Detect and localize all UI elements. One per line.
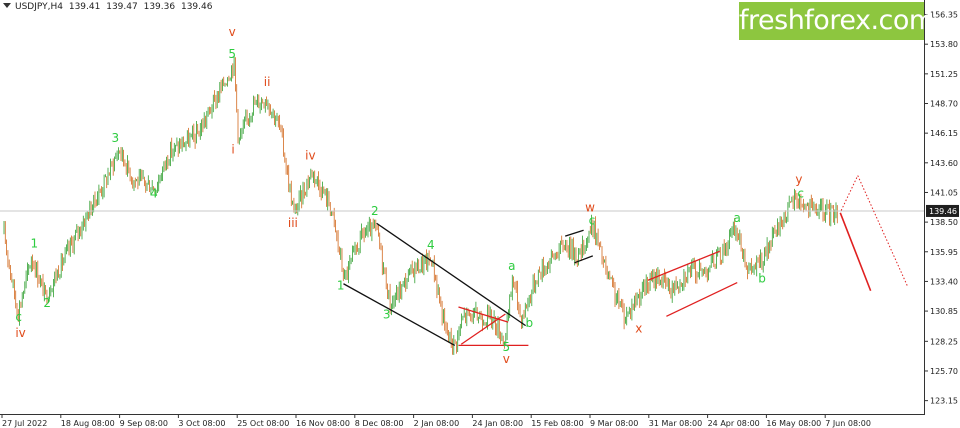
x-tick-label: 24 Apr 08:00	[708, 419, 760, 428]
x-tick-label: 15 Feb 08:00	[531, 419, 583, 428]
high-value: 139.47	[106, 2, 138, 12]
wave-label: 4	[150, 187, 158, 201]
x-tick-label: 9 Sep 08:00	[120, 419, 168, 428]
x-tick-label: 8 Dec 08:00	[355, 419, 404, 428]
red-channel-line	[647, 250, 721, 281]
wave-label: 1	[337, 279, 345, 293]
wave-label: c	[15, 310, 22, 324]
current-price-tag: 139.46	[926, 204, 959, 217]
wave-label: a	[508, 259, 515, 273]
open-value: 139.41	[68, 2, 101, 12]
wave-label: iii	[288, 216, 298, 230]
x-tick-label: 2 Jan 08:00	[414, 419, 460, 428]
wave-label: 5	[228, 47, 236, 61]
x-tick-label: 18 Aug 08:00	[61, 419, 115, 428]
wave-label: 5	[502, 340, 510, 354]
time-axis[interactable]: 27 Jul 2022 18 Aug 08:00 9 Sep 08:00 3 Oct …	[1, 414, 871, 428]
y-tick-label: 156.35	[930, 11, 958, 20]
y-tick-label: 141.05	[930, 188, 958, 197]
x-tick-label: 16 Nov 08:00	[296, 419, 350, 428]
forecast-dotted-up	[840, 175, 859, 211]
black-channel-line	[376, 222, 527, 327]
wave-label: iv	[15, 326, 25, 340]
wave-label: b	[758, 272, 766, 286]
red-channel-line	[666, 282, 738, 317]
wave-label: 1	[31, 237, 39, 251]
y-tick-label: 125.70	[930, 367, 958, 376]
wave-label: iv	[305, 148, 315, 162]
wave-label: y	[795, 173, 802, 187]
candles-layer	[3, 55, 838, 355]
wave-label: x	[635, 322, 642, 336]
y-tick-label: 123.15	[930, 397, 958, 406]
wave-label: c	[589, 213, 596, 227]
y-tick-label: 133.40	[930, 277, 958, 286]
y-tick-label: 151.25	[930, 70, 958, 79]
current-price-box	[926, 204, 959, 217]
freshforex-logo: freshforex.com	[739, 2, 935, 40]
close-value: 139.46	[180, 2, 213, 12]
low-value: 139.36	[143, 2, 176, 12]
y-tick-label: 153.80	[930, 40, 958, 49]
current-price-label: 139.46	[929, 207, 957, 216]
wave-label: v	[229, 25, 236, 39]
y-tick-label: 135.95	[930, 248, 958, 257]
small-channel-line	[565, 229, 584, 237]
wave-label: 4	[427, 238, 435, 252]
wave-label: a	[734, 211, 741, 225]
forecast-dotted-down	[857, 175, 908, 287]
wave-label: 2	[43, 296, 51, 310]
x-tick-label: 7 Jun 08:00	[825, 419, 871, 428]
x-tick-label: 16 May 08:00	[766, 419, 821, 428]
y-tick-label: 128.25	[930, 337, 958, 346]
wave-label: i	[231, 143, 234, 157]
trend-channels-layer	[343, 222, 738, 347]
small-channel-line	[574, 255, 594, 264]
wave-label: c	[797, 187, 804, 201]
forecast-solid-line	[839, 212, 872, 292]
x-tick-label: 24 Jan 08:00	[472, 419, 523, 428]
y-tick-label: 148.70	[930, 100, 958, 109]
y-tick-label: 143.60	[930, 159, 958, 168]
wave-label: 2	[371, 204, 379, 218]
y-tick-label: 138.50	[930, 218, 958, 227]
x-tick-label: 25 Oct 08:00	[237, 419, 289, 428]
wave-label: 3	[111, 131, 119, 145]
dropdown-triangle-icon[interactable]	[3, 3, 11, 8]
wave-label: ii	[264, 75, 271, 89]
wave-label: 3	[383, 308, 391, 322]
red-triangle-line	[458, 306, 509, 323]
wave-label: v	[503, 352, 510, 366]
x-tick-label: 9 Mar 08:00	[590, 419, 638, 428]
y-tick-label: 146.15	[930, 129, 958, 138]
black-channel-line	[343, 283, 456, 346]
forecast-layer	[839, 175, 908, 292]
x-tick-label: 27 Jul 2022	[2, 419, 47, 428]
y-tick-label: 130.85	[930, 307, 958, 316]
x-tick-label: 31 Mar 08:00	[649, 419, 702, 428]
price-axis[interactable]: 156.35 153.80 151.25 148.70 146.15 143.60 141.…	[924, 11, 958, 406]
wave-label: b	[526, 316, 534, 330]
wave-label: w	[585, 201, 595, 215]
symbol-label: USDJPY,H4	[15, 2, 63, 12]
red-triangle-line	[460, 313, 506, 345]
x-tick-label: 3 Oct 08:00	[178, 419, 225, 428]
chart-info-header: USDJPY,H4 139.41 139.47 139.36 139.46	[3, 2, 215, 12]
